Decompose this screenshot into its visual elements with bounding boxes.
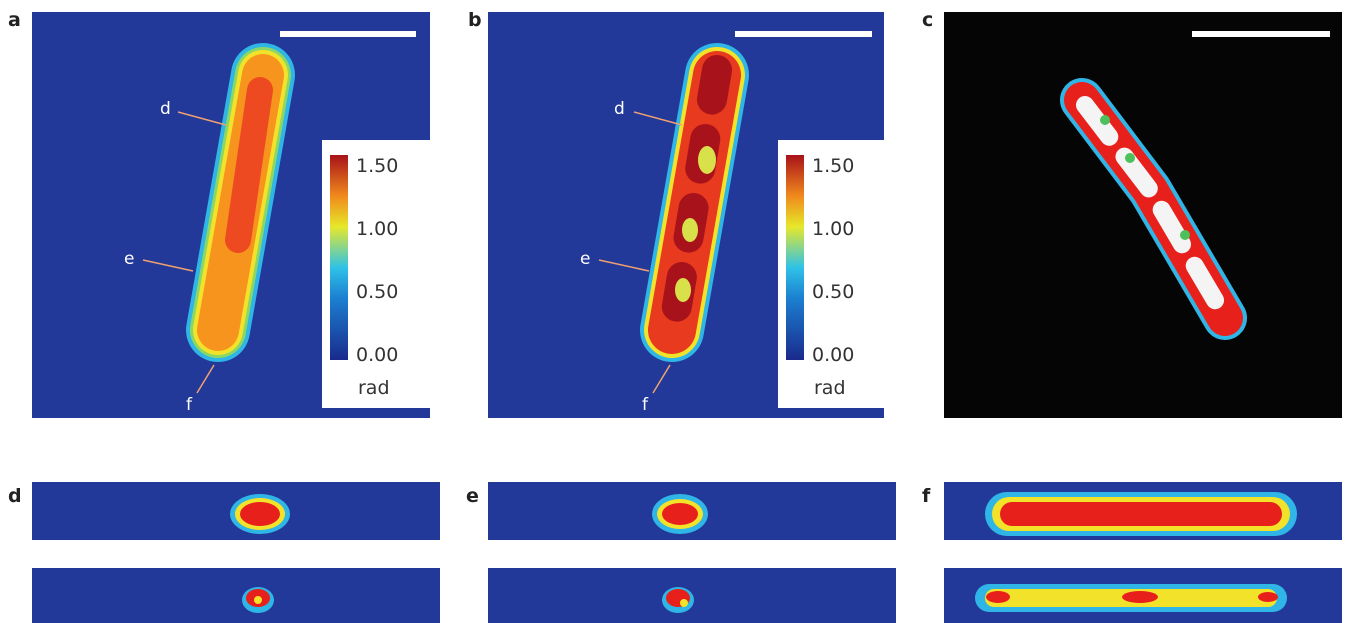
colorbar-tick: 1.50 <box>812 155 854 177</box>
panel-c: c <box>922 9 1342 418</box>
panel-a: a d e f 1.50 1.00 0.50 0.00 rad <box>8 9 430 418</box>
panel-label: d <box>8 485 22 507</box>
colorbar-unit: rad <box>814 377 846 399</box>
panel-label: c <box>922 9 933 31</box>
panel-label: a <box>8 9 21 31</box>
arrow-label: f <box>642 395 649 415</box>
arrow-label: e <box>580 249 590 269</box>
panel-label: b <box>468 9 482 31</box>
arrow-label: d <box>160 99 171 119</box>
panel-label: e <box>466 485 479 507</box>
colorbar-tick: 1.00 <box>356 218 398 240</box>
colorbar-tick: 1.50 <box>356 155 398 177</box>
colorbar-tick: 1.00 <box>812 218 854 240</box>
colorbar-tick: 0.50 <box>356 281 398 303</box>
panel-f: f <box>922 482 1342 623</box>
panel-d: d <box>8 482 440 623</box>
panel-label: f <box>922 485 931 507</box>
arrow-label: d <box>614 99 625 119</box>
panel-b: b d e f 1.50 1.00 0.50 0.00 rad <box>468 9 884 418</box>
figure: a d e f 1.50 1.00 0.50 0.00 rad b d e f … <box>0 0 1353 623</box>
arrow-label: e <box>124 249 134 269</box>
panel-e: e <box>466 482 896 623</box>
colorbar-unit: rad <box>358 377 390 399</box>
colorbar-tick: 0.00 <box>812 344 854 366</box>
colorbar-tick: 0.00 <box>356 344 398 366</box>
arrow-label: f <box>186 395 193 415</box>
colorbar-tick: 0.50 <box>812 281 854 303</box>
